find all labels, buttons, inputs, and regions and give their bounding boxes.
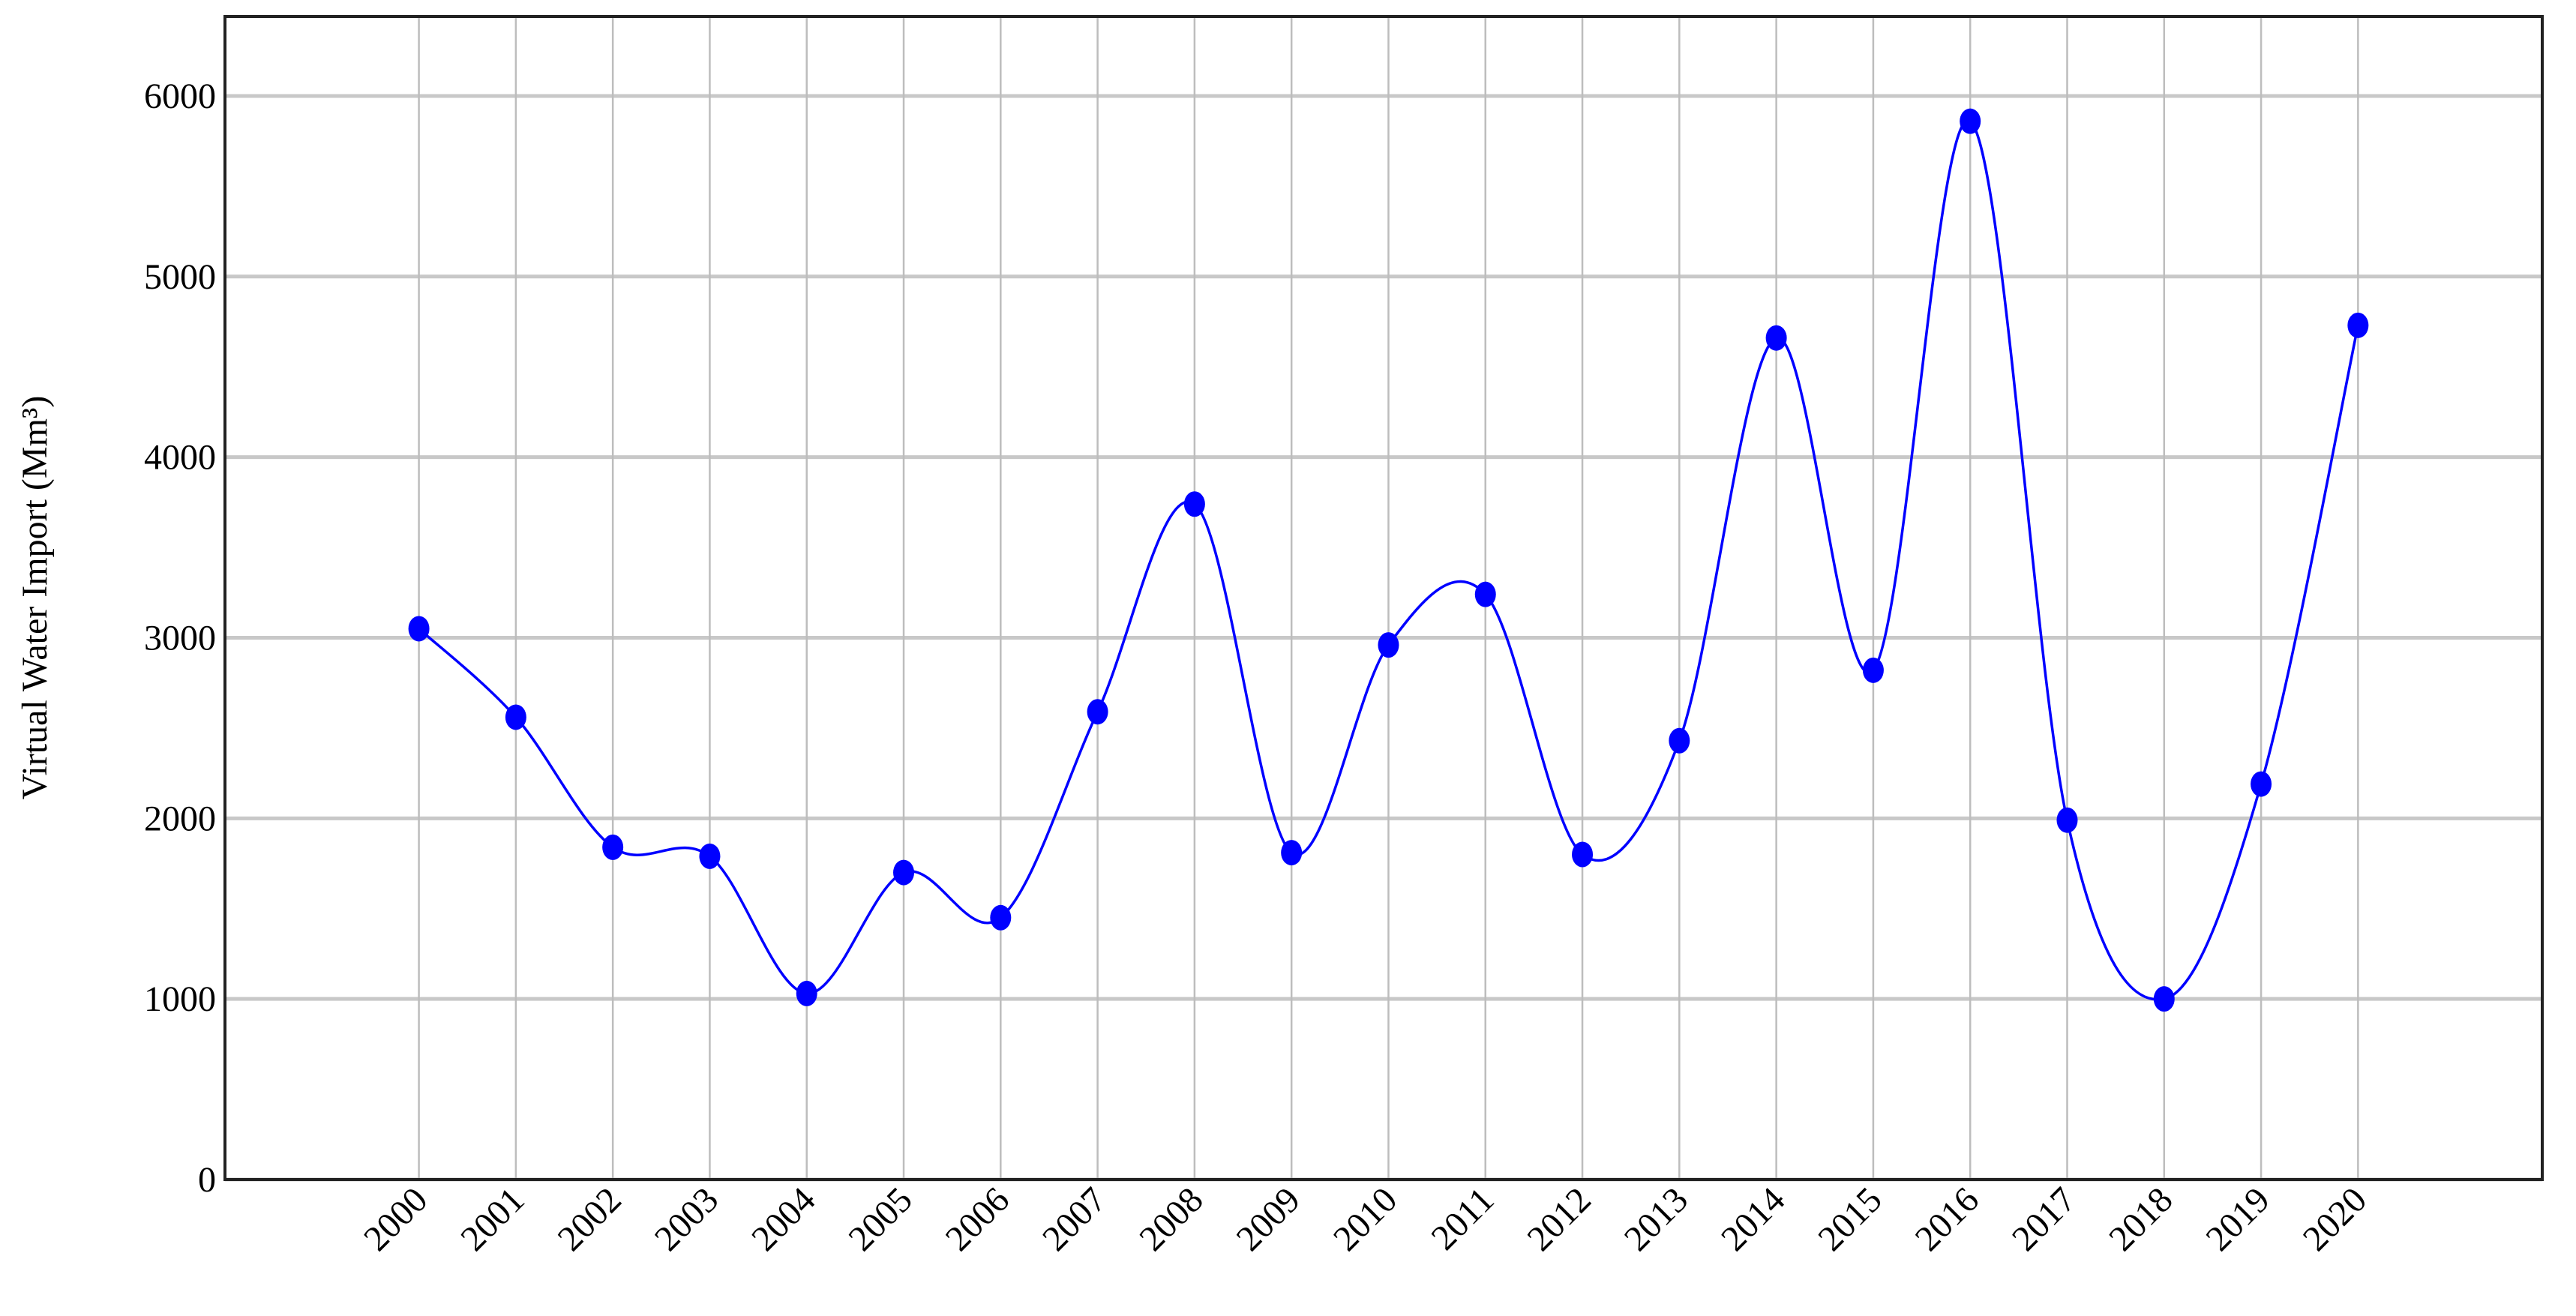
marker [408, 616, 430, 642]
marker [1087, 699, 1108, 725]
marker [990, 904, 1012, 931]
x-tick-label: 2005 [841, 1180, 919, 1258]
x-tick-label: 2000 [356, 1180, 435, 1258]
y-tick-label: 4000 [144, 438, 216, 478]
x-tick-label: 2001 [453, 1180, 532, 1258]
marker [796, 980, 817, 1006]
marker [1862, 657, 1884, 683]
x-tick-label: 2014 [1714, 1180, 1792, 1258]
x-tick-label: 2003 [647, 1180, 726, 1258]
x-tick-label: 2015 [1810, 1180, 1889, 1258]
x-tick-label: 2016 [1908, 1180, 1987, 1258]
marker [2347, 312, 2369, 338]
x-tick-label: 2007 [1035, 1180, 1114, 1258]
x-tick-label: 2009 [1229, 1180, 1308, 1258]
y-tick-label: 2000 [144, 799, 216, 838]
y-tick-label: 3000 [144, 618, 216, 658]
marker [1572, 841, 1594, 868]
marker [505, 704, 526, 730]
y-axis-label: Virtual Water Import (Mm³) [15, 396, 55, 800]
y-tick-label: 5000 [144, 257, 216, 297]
x-tick-label: 2012 [1519, 1180, 1598, 1258]
line [418, 119, 2360, 1001]
x-tick-label: 2006 [938, 1180, 1017, 1258]
marker [1474, 581, 1496, 607]
x-tick-label: 2010 [1326, 1180, 1405, 1258]
marker [1281, 840, 1303, 866]
x-tick-label: 2013 [1617, 1180, 1696, 1258]
x-tick-label: 2002 [550, 1180, 629, 1258]
marker [1378, 632, 1399, 658]
plot-frame [223, 15, 2544, 1181]
y-tick-label: 0 [198, 1160, 216, 1200]
x-tick-label: 2008 [1132, 1180, 1210, 1258]
x-tick-label: 2020 [2296, 1180, 2374, 1258]
marker [1183, 491, 1205, 517]
y-tick-label: 6000 [144, 76, 216, 116]
marker [893, 859, 915, 886]
x-tick-label: 2019 [2198, 1180, 2277, 1258]
marker [699, 843, 721, 869]
x-tick-label: 2011 [1423, 1180, 1501, 1258]
marker [2251, 771, 2272, 797]
marker [602, 834, 624, 860]
x-tick-label: 2018 [2101, 1180, 2180, 1258]
x-tick-label: 2004 [744, 1180, 823, 1258]
marker [2153, 986, 2175, 1012]
marker [1960, 108, 1981, 134]
marker [1669, 727, 1690, 754]
x-tick-label: 2017 [2005, 1180, 2083, 1258]
y-tick-label: 1000 [144, 979, 216, 1019]
marker [1765, 325, 1787, 351]
marker [2056, 807, 2078, 833]
